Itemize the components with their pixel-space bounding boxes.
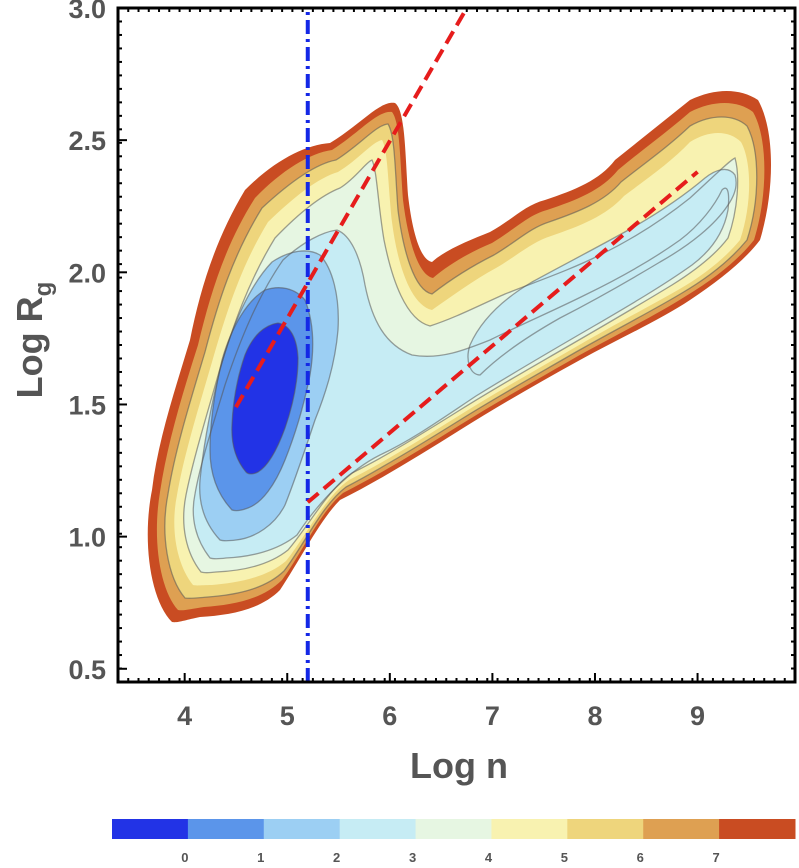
colorbar-swatch xyxy=(567,819,644,839)
x-tick-label: 4 xyxy=(177,701,192,731)
colorbar-tick-label: 1 xyxy=(257,850,264,865)
y-tick-label: 2.5 xyxy=(68,126,106,156)
x-tick-label: 9 xyxy=(690,701,705,731)
colorbar-swatch xyxy=(643,819,720,839)
x-axis-label: Log n xyxy=(410,745,508,786)
frame-ticks xyxy=(118,8,795,682)
x-tick-label: 5 xyxy=(280,701,295,731)
x-tick-labels: 4 5 6 7 8 9 xyxy=(177,673,705,731)
colorbar-swatch xyxy=(719,819,796,839)
y-tick-label: 2.0 xyxy=(68,258,106,288)
colorbar-swatch xyxy=(187,819,265,839)
contour-ridge-high-n xyxy=(468,169,737,375)
y-axis-label-subscript: g xyxy=(30,282,57,297)
colorbar-swatch xyxy=(491,819,568,839)
colorbar-tick-label: 2 xyxy=(333,850,340,865)
contour-fills xyxy=(147,91,772,623)
colorbar-tick-label: 3 xyxy=(409,850,416,865)
overlay-lines xyxy=(234,8,699,682)
y-tick-label: 1.0 xyxy=(68,523,106,553)
colorbar-tick-label: 0 xyxy=(181,850,188,865)
y-axis-label-main: Log R xyxy=(9,296,50,398)
colorbar-tick-label: 7 xyxy=(712,850,719,865)
y-axis-label: Log Rg xyxy=(9,282,57,399)
y-tick-label: 0.5 xyxy=(68,655,106,685)
x-tick-label: 6 xyxy=(382,701,397,731)
colorbar-tick-label: 4 xyxy=(485,850,493,865)
steep-fit-line xyxy=(234,8,469,409)
colorbar-ticks: 0 1 2 3 4 5 6 7 xyxy=(181,850,719,865)
colorbar-swatch xyxy=(339,819,417,839)
colorbar-tick-label: 5 xyxy=(561,850,568,865)
colorbar-tick-label: 6 xyxy=(637,850,644,865)
colorbar-swatch xyxy=(263,819,341,839)
y-tick-label: 1.5 xyxy=(68,390,106,420)
y-tick-labels: 0.5 1.0 1.5 2.0 2.5 3.0 xyxy=(68,0,127,685)
x-tick-label: 7 xyxy=(485,701,500,731)
x-tick-label: 8 xyxy=(587,701,602,731)
colorbar-swatch xyxy=(415,819,492,839)
colorbar-swatch xyxy=(112,819,189,839)
shallow-fit-line xyxy=(306,170,699,504)
y-tick-label: 3.0 xyxy=(68,0,106,24)
colorbar xyxy=(112,819,796,839)
